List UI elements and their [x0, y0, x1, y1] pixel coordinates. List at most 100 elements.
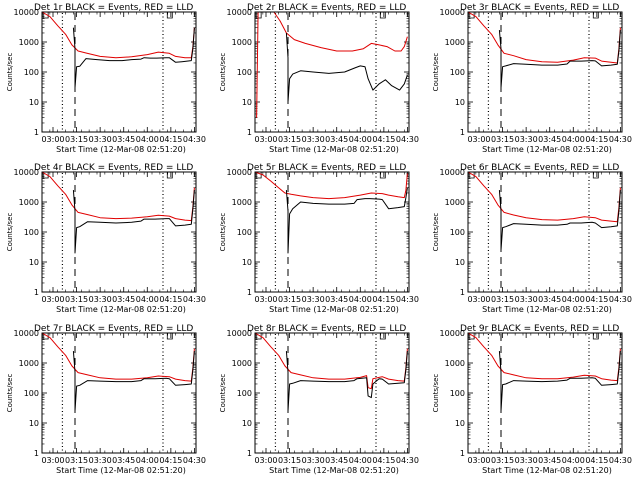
y-tick-label: 1	[34, 288, 39, 297]
y-tick-label: 100	[237, 68, 252, 77]
x-tick-label: 04:15	[372, 135, 395, 144]
detector-panel-8: Det 8r BLACK = Events, RED = LLD Counts/s…	[219, 324, 419, 475]
y-axis-label: Counts/sec	[432, 213, 440, 252]
interval-bracket	[379, 333, 386, 340]
panel-title: Det 3r BLACK = Events, RED = LLD	[460, 3, 619, 13]
x-tick-label: 03:00	[467, 456, 490, 465]
x-tick-label: 04:00	[349, 135, 372, 144]
events-rate-line	[498, 190, 621, 251]
panel-title: Det 7r BLACK = Events, RED = LLD	[34, 324, 193, 334]
events-rate-line	[72, 190, 195, 254]
interval-bracket	[592, 12, 599, 19]
x-tick-label: 03:15	[491, 295, 514, 304]
y-axis-label: Counts/sec	[6, 213, 14, 252]
x-tick-label: 03:00	[254, 135, 277, 144]
x-tick-label: 03:00	[41, 135, 64, 144]
x-tick-label: 04:00	[562, 135, 585, 144]
x-tick-label: 03:45	[325, 456, 348, 465]
x-tick-label: 03:15	[491, 135, 514, 144]
panel-title: Det 1r BLACK = Events, RED = LLD	[34, 3, 193, 13]
events-rate-line	[72, 27, 195, 89]
y-tick-label: 10	[29, 258, 39, 267]
detector-panel-1: Det 1r BLACK = Events, RED = LLD Counts/s…	[6, 3, 206, 154]
x-tick-label: 03:30	[302, 135, 325, 144]
x-tick-label: 03:45	[538, 456, 561, 465]
x-axis-label: Start Time (12-Mar-08 02:51:20)	[482, 305, 612, 314]
events-rate-line	[72, 351, 195, 412]
x-tick-label: 04:30	[396, 456, 419, 465]
y-tick-label: 10000	[227, 8, 252, 17]
x-tick-label: 04:00	[136, 456, 159, 465]
plot-frame	[467, 171, 623, 293]
lld-rate-line	[41, 11, 195, 59]
x-tick-label: 03:30	[89, 456, 112, 465]
y-tick-label: 100	[237, 389, 252, 398]
y-tick-label: 1	[34, 128, 39, 137]
y-axis-label: Counts/sec	[6, 374, 14, 413]
x-tick-label: 03:15	[278, 456, 301, 465]
x-tick-label: 04:00	[562, 456, 585, 465]
x-tick-label: 03:00	[254, 456, 277, 465]
x-axis-label: Start Time (12-Mar-08 02:51:20)	[56, 466, 186, 475]
x-tick-label: 04:00	[136, 135, 159, 144]
x-tick-label: 03:00	[41, 456, 64, 465]
y-tick-label: 100	[450, 389, 465, 398]
x-tick-label: 03:45	[538, 295, 561, 304]
x-tick-label: 03:30	[515, 295, 538, 304]
y-axis-label: Counts/sec	[219, 53, 227, 92]
detector-panel-5: Det 5r BLACK = Events, RED = LLD Counts/s…	[219, 163, 419, 314]
x-tick-label: 03:15	[491, 456, 514, 465]
y-axis-label: Counts/sec	[432, 374, 440, 413]
x-tick-label: 04:15	[585, 135, 608, 144]
lld-rate-line	[467, 332, 621, 382]
y-tick-label: 10	[455, 419, 465, 428]
x-tick-label: 04:15	[585, 295, 608, 304]
y-tick-label: 1	[247, 128, 252, 137]
y-tick-label: 1000	[19, 359, 39, 368]
events-rate-line	[285, 32, 408, 103]
x-tick-label: 03:30	[515, 456, 538, 465]
x-tick-label: 03:15	[65, 135, 88, 144]
x-tick-label: 04:00	[349, 456, 372, 465]
x-axis-label: Start Time (12-Mar-08 02:51:20)	[269, 466, 399, 475]
plot-frame	[254, 332, 410, 454]
x-tick-label: 03:45	[112, 295, 135, 304]
x-tick-label: 03:00	[467, 295, 490, 304]
y-tick-label: 10	[29, 98, 39, 107]
y-tick-label: 100	[24, 68, 39, 77]
interval-bracket	[166, 12, 173, 19]
y-tick-label: 1	[460, 288, 465, 297]
y-tick-label: 1000	[232, 198, 252, 207]
events-rate-line	[285, 187, 408, 254]
y-tick-label: 1	[34, 449, 39, 458]
interval-bracket	[255, 12, 262, 19]
y-tick-label: 100	[24, 228, 39, 237]
x-tick-label: 04:15	[159, 135, 182, 144]
detector-panel-7: Det 7r BLACK = Events, RED = LLD Counts/s…	[6, 324, 206, 475]
lld-rate-line	[254, 332, 408, 390]
x-tick-label: 03:30	[515, 135, 538, 144]
y-tick-label: 10000	[440, 168, 465, 177]
x-tick-label: 03:30	[89, 295, 112, 304]
plot-frame	[467, 332, 623, 454]
plot-frame	[41, 11, 197, 133]
x-tick-label: 03:15	[65, 456, 88, 465]
detector-panel-3: Det 3r BLACK = Events, RED = LLD Counts/s…	[432, 3, 632, 154]
plot-frame	[467, 11, 623, 133]
y-axis-label: Counts/sec	[219, 213, 227, 252]
x-tick-label: 04:15	[372, 456, 395, 465]
panel-title: Det 2r BLACK = Events, RED = LLD	[247, 3, 406, 13]
x-axis-label: Start Time (12-Mar-08 02:51:20)	[56, 145, 186, 154]
x-axis-label: Start Time (12-Mar-08 02:51:20)	[269, 305, 399, 314]
y-axis-label: Counts/sec	[6, 53, 14, 92]
y-tick-label: 10	[242, 258, 252, 267]
y-tick-label: 10	[242, 419, 252, 428]
y-tick-label: 10	[455, 258, 465, 267]
lld-rate-line	[41, 332, 195, 382]
y-tick-label: 100	[450, 228, 465, 237]
x-tick-label: 03:00	[254, 295, 277, 304]
y-tick-label: 10000	[440, 329, 465, 338]
lld-rate-line	[41, 171, 195, 222]
y-tick-label: 10000	[14, 168, 39, 177]
